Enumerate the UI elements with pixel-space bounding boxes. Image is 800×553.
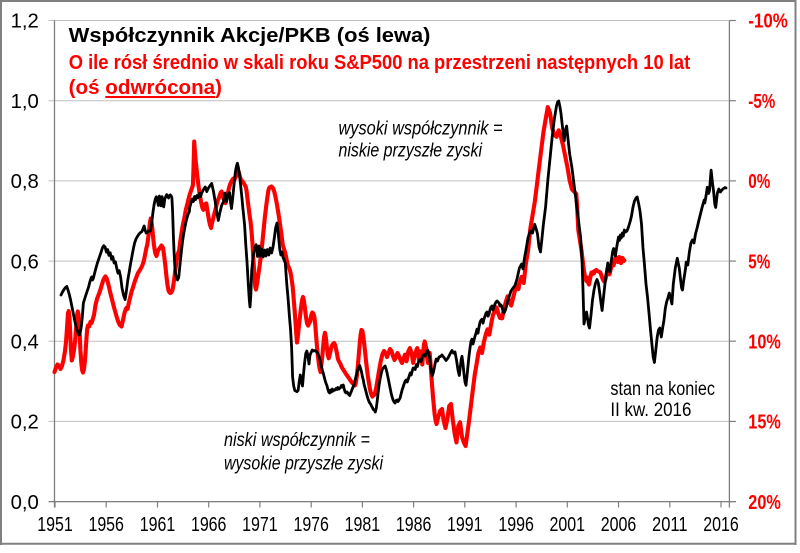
- svg-text:niskie przyszłe zyski: niskie przyszłe zyski: [339, 140, 483, 162]
- svg-text:O ile rósł średnio w skali rok: O ile rósł średnio w skali roku S&P500 n…: [69, 51, 691, 74]
- svg-text:0,2: 0,2: [11, 412, 39, 434]
- svg-text:0%: 0%: [748, 171, 770, 193]
- svg-text:1981: 1981: [345, 514, 381, 536]
- svg-text:1986: 1986: [396, 514, 432, 536]
- svg-text:0,4: 0,4: [11, 331, 39, 353]
- svg-text:2011: 2011: [652, 514, 688, 536]
- svg-text:1951: 1951: [37, 514, 73, 536]
- svg-text:1996: 1996: [498, 514, 534, 536]
- svg-text:0,8: 0,8: [11, 171, 39, 193]
- svg-text:0,0: 0,0: [11, 492, 39, 514]
- svg-text:1,2: 1,2: [11, 11, 39, 33]
- svg-text:II kw. 2016: II kw. 2016: [610, 399, 691, 421]
- svg-text:-10%: -10%: [748, 11, 788, 33]
- svg-text:1976: 1976: [293, 514, 329, 536]
- svg-text:niski współczynnik =: niski współczynnik =: [224, 429, 370, 451]
- svg-text:1,0: 1,0: [11, 91, 39, 113]
- svg-text:Współczynnik Akcje/PKB (oś lew: Współczynnik Akcje/PKB (oś lewa): [69, 24, 431, 47]
- svg-text:20%: 20%: [748, 492, 781, 514]
- svg-text:1971: 1971: [242, 514, 278, 536]
- svg-text:2016: 2016: [703, 514, 739, 536]
- svg-text:wysoki współczynnik =: wysoki współczynnik =: [339, 118, 503, 140]
- svg-text:stan na koniec: stan na koniec: [610, 378, 715, 400]
- svg-text:1991: 1991: [447, 514, 483, 536]
- svg-text:2001: 2001: [550, 514, 586, 536]
- svg-text:10%: 10%: [748, 331, 781, 353]
- svg-text:5%: 5%: [748, 251, 770, 273]
- svg-text:0,6: 0,6: [11, 251, 39, 273]
- svg-text:1956: 1956: [88, 514, 124, 536]
- svg-text:wysokie przyszłe zyski: wysokie przyszłe zyski: [224, 453, 384, 475]
- svg-text:2006: 2006: [601, 514, 637, 536]
- svg-text:(oś odwrócona): (oś odwrócona): [69, 76, 222, 99]
- svg-text:-5%: -5%: [748, 91, 775, 113]
- svg-text:1961: 1961: [140, 514, 176, 536]
- svg-text:15%: 15%: [748, 412, 781, 434]
- svg-text:1966: 1966: [191, 514, 227, 536]
